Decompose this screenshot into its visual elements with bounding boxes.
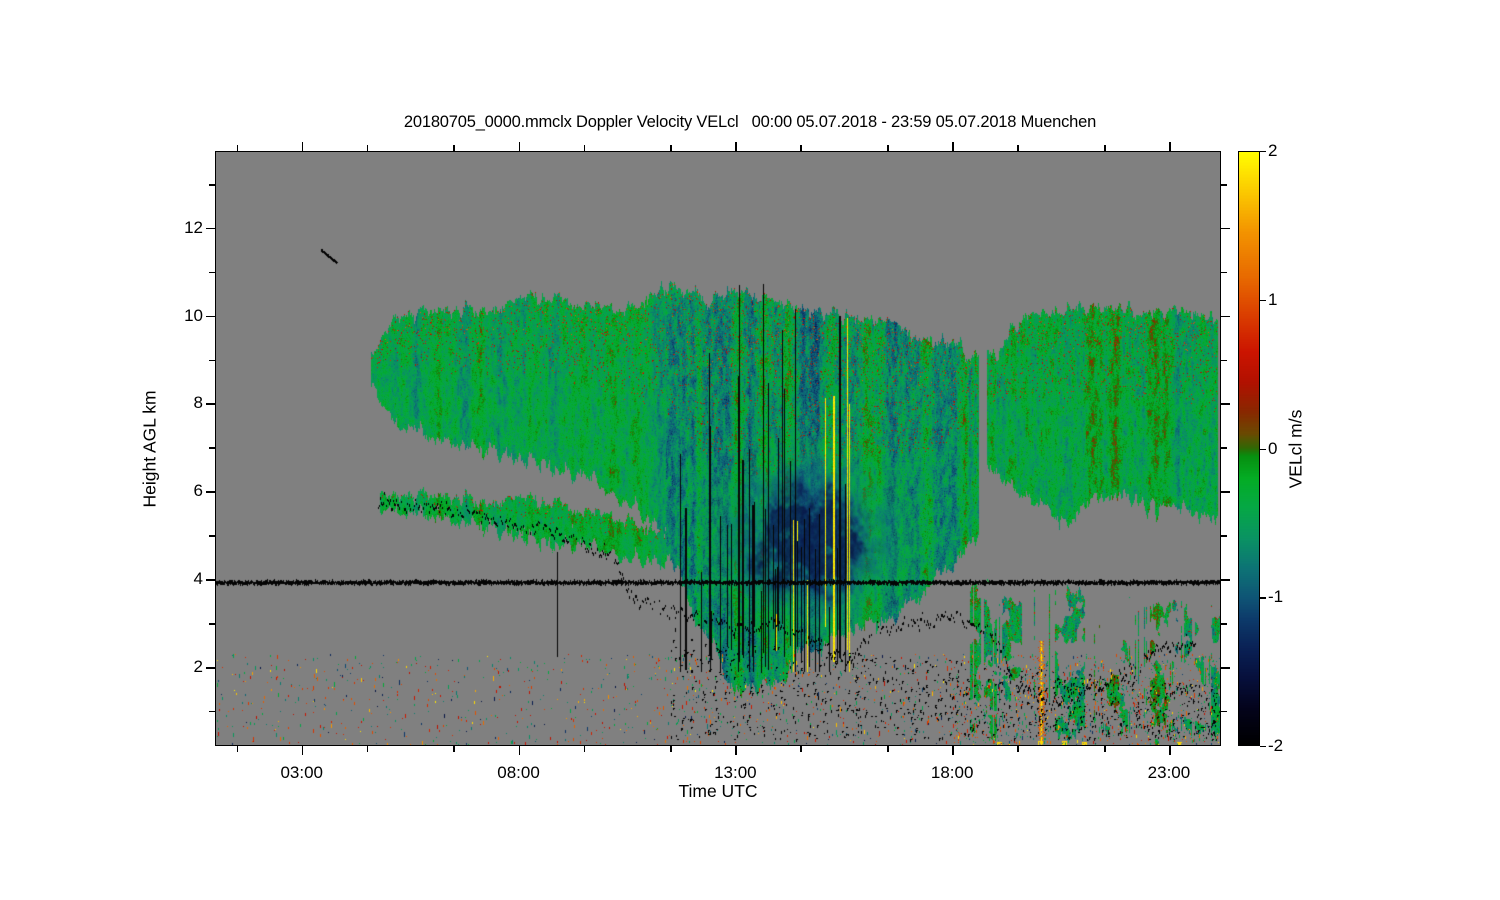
- y-tick-label: 2: [193, 656, 203, 676]
- colorbar-tick: [1260, 746, 1266, 748]
- y-tick-minor: [209, 359, 215, 362]
- y-tick-major: [206, 579, 215, 581]
- y-tick-minor-right: [1221, 183, 1227, 186]
- colorbar-tick: [1260, 299, 1266, 302]
- colorbar-gradient: [1238, 151, 1260, 746]
- x-tick-major-top: [301, 142, 304, 151]
- x-tick-minor-top: [366, 145, 369, 151]
- x-tick-label: 23:00: [1147, 763, 1191, 782]
- y-tick-label: 6: [193, 481, 203, 501]
- y-tick-major-right: [1221, 666, 1230, 669]
- x-tick-minor: [670, 746, 672, 752]
- y-tick-minor-right: [1221, 447, 1227, 449]
- y-tick-label: 8: [193, 393, 203, 413]
- x-tick-minor-top: [1017, 145, 1019, 151]
- x-tick-minor: [1017, 746, 1019, 752]
- y-tick-minor: [209, 535, 215, 537]
- y-tick-minor: [209, 271, 215, 274]
- y-tick-minor-right: [1221, 271, 1227, 274]
- colorbar-tick-label: 1: [1268, 289, 1278, 309]
- page-title: 20180705_0000.mmclx Doppler Velocity VEL…: [403, 113, 1097, 131]
- x-tick-minor: [583, 746, 586, 752]
- y-tick-minor-right: [1221, 359, 1227, 362]
- y-tick-minor-right: [1221, 535, 1227, 537]
- y-tick-label: 4: [193, 569, 203, 589]
- y-tick-major: [206, 666, 215, 669]
- x-tick-minor-top: [800, 145, 802, 151]
- y-tick-major: [206, 491, 215, 493]
- y-tick-major-right: [1221, 227, 1230, 230]
- x-tick-minor-top: [236, 145, 239, 151]
- x-tick-major-top: [518, 142, 521, 151]
- x-tick-label: 03:00: [280, 763, 323, 782]
- colorbar-tick-label: -1: [1268, 587, 1284, 607]
- x-tick-major-top: [1168, 142, 1171, 151]
- x-axis-title: Time UTC: [678, 781, 758, 801]
- x-tick-minor-top: [1103, 145, 1106, 151]
- y-tick-major: [206, 227, 215, 230]
- colorbar-tick-label: 0: [1268, 438, 1278, 458]
- x-tick-minor: [236, 746, 239, 752]
- y-tick-minor: [209, 623, 215, 625]
- y-tick-major-right: [1221, 579, 1230, 581]
- x-tick-minor: [887, 746, 889, 752]
- colorbar[interactable]: [1238, 151, 1260, 746]
- x-tick-major-top: [735, 142, 737, 151]
- colorbar-tick: [1260, 597, 1266, 599]
- x-tick-label: 13:00: [714, 763, 757, 782]
- x-tick-minor-top: [453, 145, 456, 151]
- x-tick-major-top: [952, 142, 954, 151]
- y-tick-label: 10: [184, 305, 203, 325]
- y-tick-major-right: [1221, 315, 1230, 318]
- x-tick-minor: [800, 746, 802, 752]
- x-tick-minor: [366, 746, 369, 752]
- colorbar-tick: [1260, 151, 1266, 153]
- y-tick-minor-right: [1221, 710, 1227, 713]
- x-tick-major: [735, 746, 737, 755]
- colorbar-tick-label: 2: [1268, 141, 1278, 160]
- main-plot-axes[interactable]: 2 4 6 8 10 12 03:00 08:00 13:00 18:00 23:00: [184, 142, 1230, 782]
- y-tick-major-right: [1221, 491, 1230, 493]
- x-tick-minor: [1103, 746, 1106, 752]
- y-tick-major-right: [1221, 403, 1230, 406]
- heatmap-data-canvas[interactable]: [215, 151, 1221, 746]
- y-axis-title: Height AGL km: [139, 390, 160, 508]
- y-tick-minor: [209, 183, 215, 186]
- x-tick-minor: [453, 746, 456, 752]
- x-tick-label: 18:00: [930, 763, 974, 782]
- x-tick-minor-top: [887, 145, 889, 151]
- y-tick-minor: [209, 447, 215, 449]
- colorbar-title: VELcl m/s: [1285, 409, 1306, 489]
- x-tick-minor-top: [670, 145, 672, 151]
- y-tick-minor: [209, 710, 215, 713]
- y-tick-minor-right: [1221, 623, 1227, 625]
- x-tick-major: [518, 746, 521, 755]
- y-tick-major: [206, 403, 215, 406]
- x-tick-major: [952, 746, 954, 755]
- colorbar-tick: [1260, 448, 1266, 450]
- colorbar-tick-label: -2: [1268, 736, 1284, 755]
- x-tick-major: [301, 746, 304, 755]
- y-tick-label: 12: [184, 217, 203, 237]
- x-tick-major: [1168, 746, 1171, 755]
- x-tick-minor-top: [583, 145, 586, 151]
- y-tick-major: [206, 315, 215, 318]
- x-tick-label: 08:00: [497, 763, 540, 782]
